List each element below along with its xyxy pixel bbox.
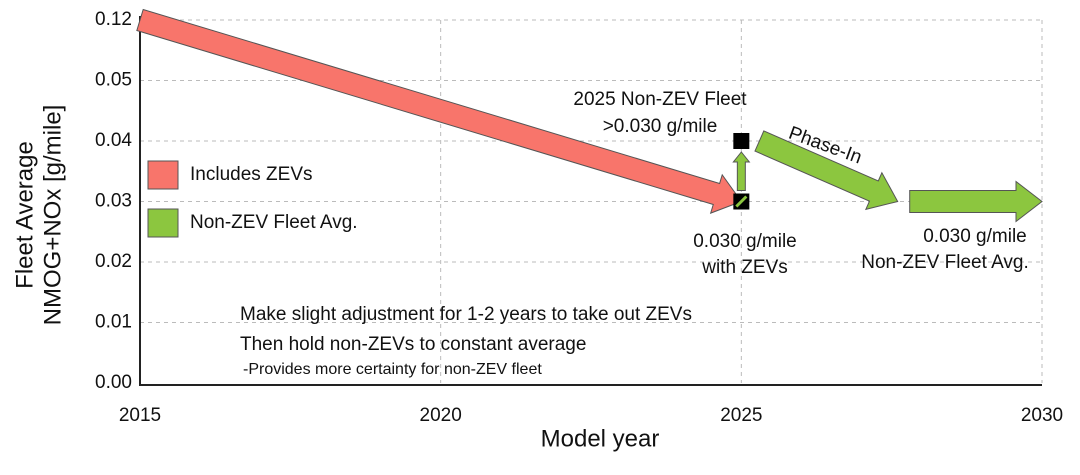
marker-slash [735, 195, 748, 208]
y-tick-label: 0.03 [95, 191, 132, 212]
annotation: -Provides more certainty for non-ZEV fle… [243, 361, 542, 378]
legend-swatch [147, 160, 179, 190]
annotation: with ZEVs [701, 257, 788, 278]
y-tick-label: 0.12 [95, 9, 132, 30]
legend-swatch [147, 208, 179, 238]
small-arrow [732, 151, 751, 191]
annotation: >0.030 g/mile [603, 116, 718, 137]
annotation: Non-ZEV Fleet Avg. [861, 252, 1029, 273]
x-tick-label: 2025 [720, 405, 762, 426]
y-axis-label: NMOG+NOx [g/mile] [39, 105, 66, 326]
y-tick-label: 0.04 [95, 130, 132, 151]
x-axis-label: Model year [541, 425, 660, 452]
annotation: Make slight adjustment for 1-2 years to … [240, 304, 692, 325]
y-tick-label: 0.01 [95, 312, 132, 333]
series-arrow [754, 130, 899, 211]
point-marker [733, 133, 750, 149]
legend-label: Non-ZEV Fleet Avg. [190, 212, 358, 233]
x-tick-label: 2030 [1021, 405, 1063, 426]
legend-label: Includes ZEVs [190, 164, 313, 185]
x-tick-label: 2020 [420, 405, 462, 426]
series-arrow [136, 8, 743, 214]
x-tick-label: 2015 [119, 405, 161, 426]
y-axis-label: Fleet Average [11, 141, 38, 289]
annotation: 0.030 g/mile [693, 231, 797, 252]
annotation: Then hold non-ZEVs to constant average [240, 334, 586, 355]
y-tick-label: 0.00 [95, 372, 132, 393]
series-arrow [909, 180, 1043, 223]
annotation: 0.030 g/mile [923, 226, 1027, 247]
annotation: 2025 Non-ZEV Fleet [573, 89, 747, 110]
y-tick-label: 0.02 [95, 251, 132, 272]
y-tick-label: 0.05 [95, 70, 132, 91]
